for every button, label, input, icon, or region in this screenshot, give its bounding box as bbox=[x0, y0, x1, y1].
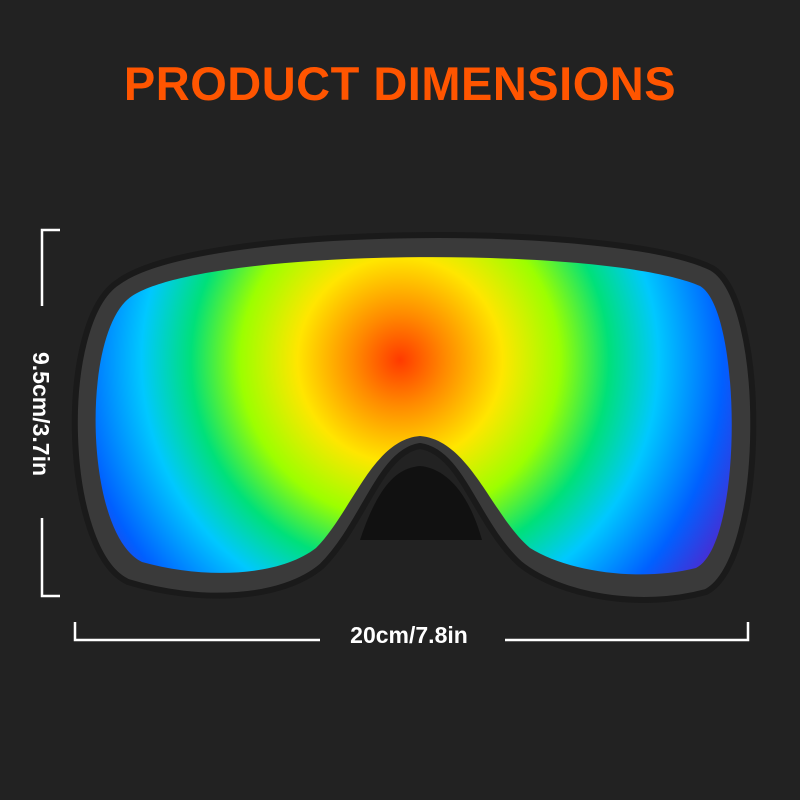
width-line-right bbox=[505, 622, 750, 642]
height-line-top bbox=[40, 228, 60, 306]
nose-bridge-shadow bbox=[360, 466, 482, 540]
page-title: PRODUCT DIMENSIONS bbox=[123, 57, 677, 110]
height-line-bottom bbox=[40, 518, 60, 598]
width-line-left bbox=[73, 622, 320, 642]
height-dimension-label: 9.5cm/3.7in bbox=[28, 351, 54, 477]
width-dimension-label: 20cm/7.8in bbox=[350, 622, 468, 648]
goggle-lens bbox=[95, 257, 732, 575]
